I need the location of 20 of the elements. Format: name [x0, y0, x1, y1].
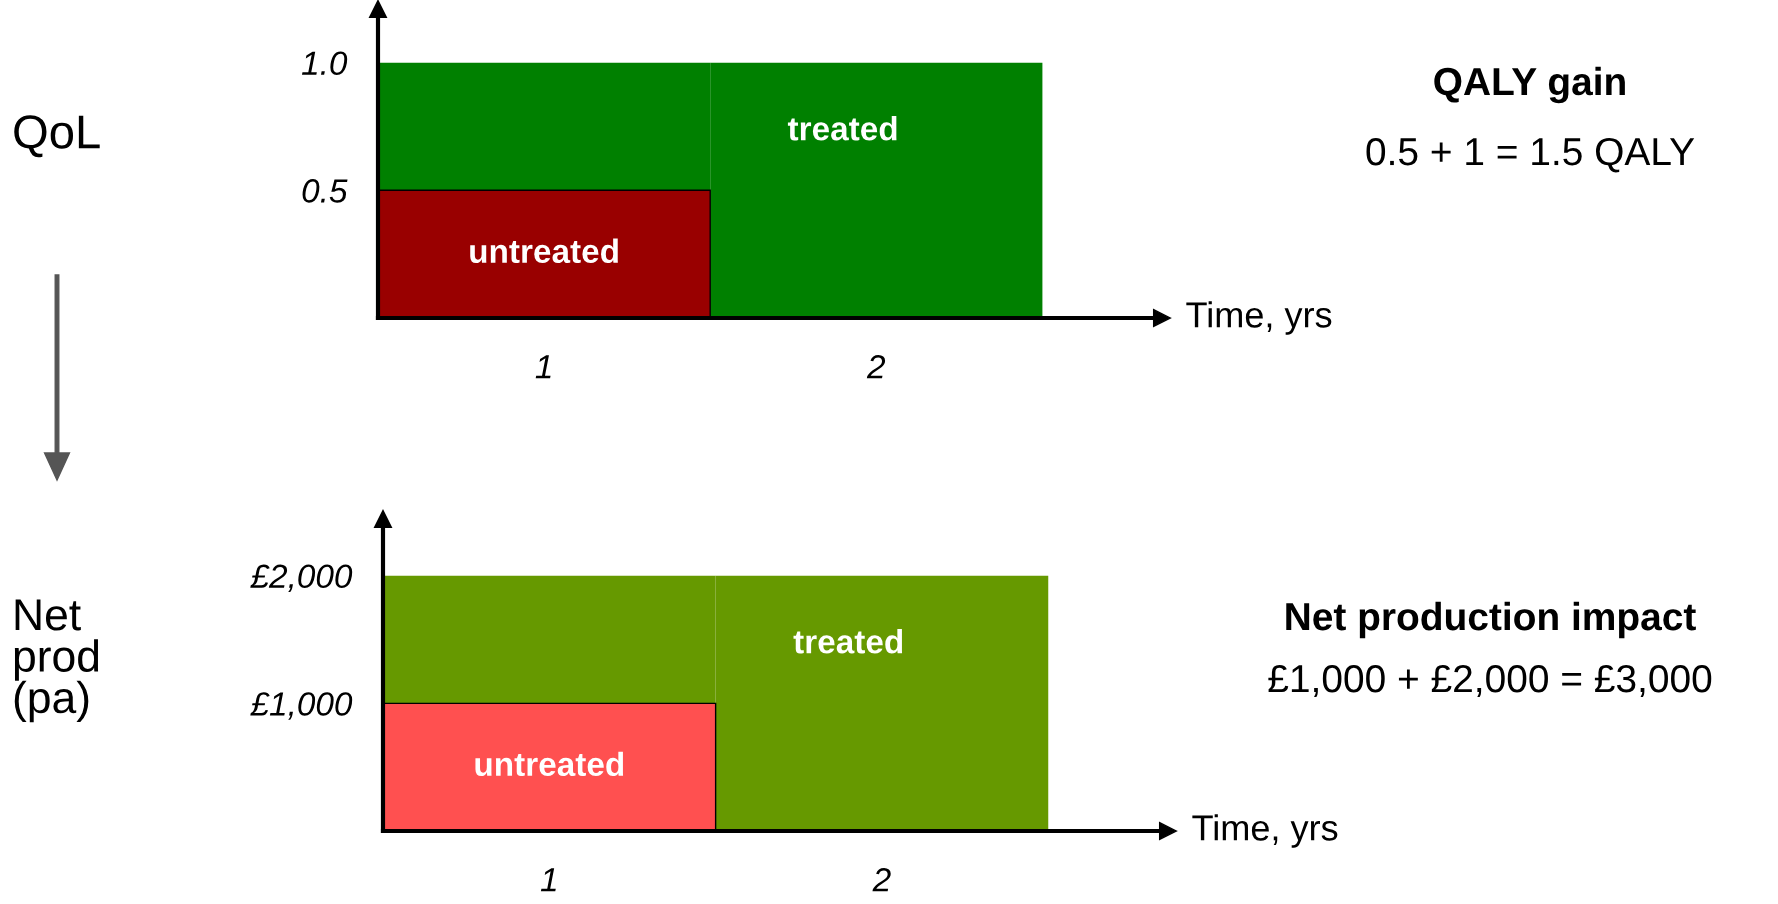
y-tick-label: 0.5: [302, 179, 348, 203]
x-axis-title: Time, yrs: [1192, 814, 1338, 848]
text: QALY gain: [1434, 66, 1625, 104]
x-tick-label: 2: [866, 354, 886, 379]
y-tick-label: £2,000: [250, 564, 353, 593]
series-label: untreated: [470, 238, 618, 264]
text: Net production impact: [1286, 601, 1696, 639]
y-tick-label: 1.0: [301, 51, 348, 76]
y-axis-title: Net prod (pa): [14, 599, 99, 723]
series-label: untreated: [475, 751, 624, 777]
x-tick-label: 2: [872, 867, 891, 892]
series-label: treated: [793, 629, 903, 654]
x-axis-title: Time, yrs: [1186, 301, 1332, 335]
text: £1,000 + £2,000 = £3,000: [1268, 664, 1712, 698]
y-tick-label: £1,000: [250, 692, 353, 720]
y-axis-title: QoL: [14, 115, 100, 158]
x-tick-label: 1: [535, 355, 551, 379]
series-label: treated: [787, 116, 897, 141]
x-tick-label: 1: [540, 868, 556, 892]
text: 0.5 + 1 = 1.5 QALY: [1366, 137, 1695, 173]
